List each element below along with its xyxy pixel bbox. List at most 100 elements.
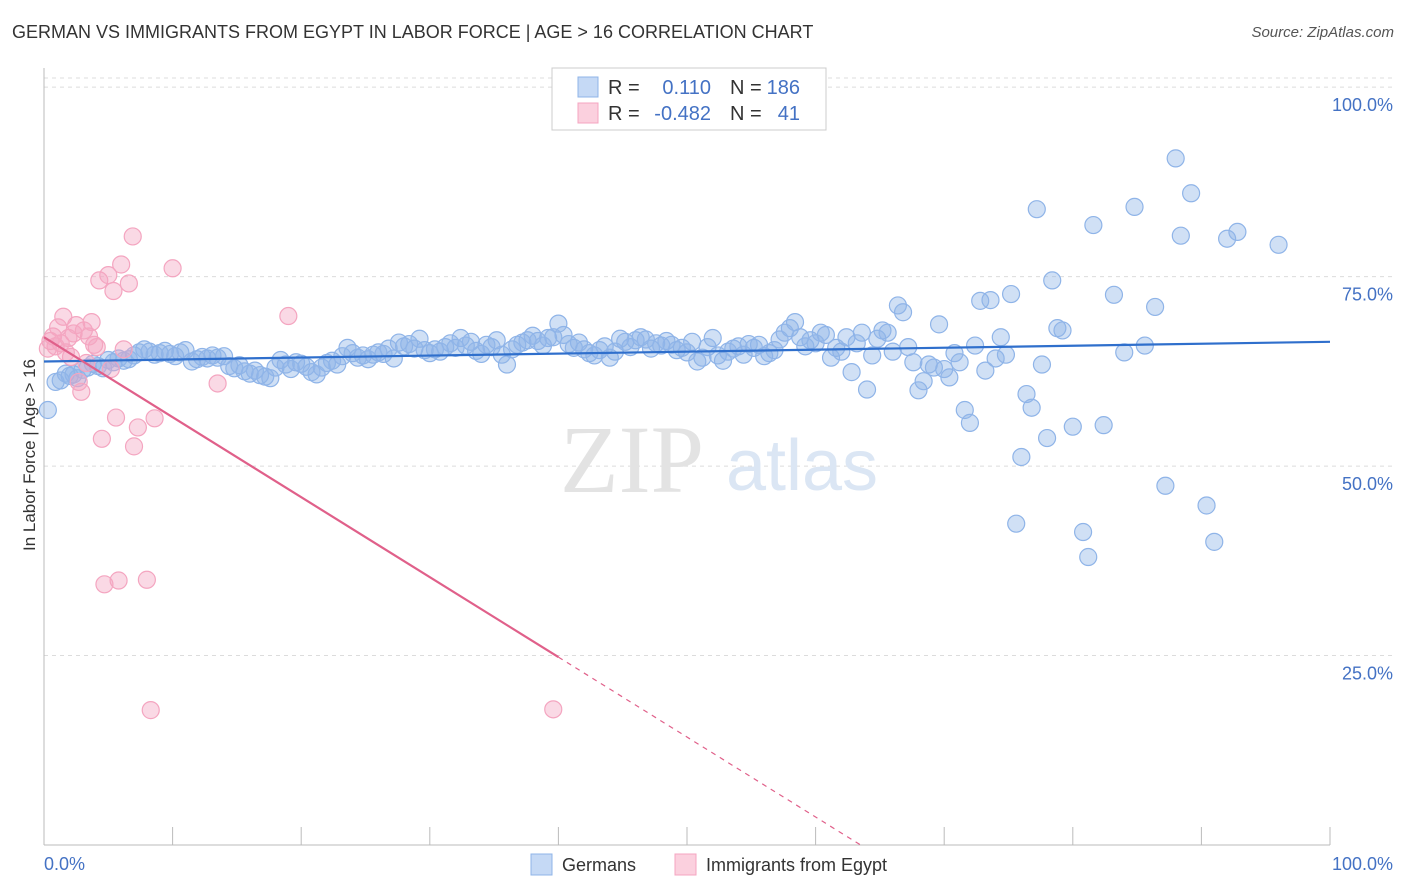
point-germans [636, 330, 655, 349]
trendline-egypt [43, 336, 559, 659]
point-egypt [163, 259, 182, 278]
point-germans [1073, 522, 1093, 542]
y-tick-label: 25.0% [1342, 664, 1393, 684]
legend-bottom-swatch-egypt [674, 853, 697, 876]
axes [43, 68, 1331, 846]
point-germans [585, 346, 604, 365]
point-germans [38, 400, 57, 420]
point-egypt [54, 307, 73, 326]
point-germans [1228, 222, 1247, 242]
series-egypt-points [38, 227, 563, 720]
legend-r-egypt: -0.482 [654, 103, 711, 125]
watermark: ZIP atlas [560, 406, 878, 513]
trendline-egypt-extension [558, 656, 861, 846]
legend-n-egypt: 41 [778, 103, 800, 125]
point-germans [1079, 547, 1098, 567]
point-germans [1084, 215, 1103, 235]
y-axis-label: In Labor Force | Age > 16 [20, 359, 39, 551]
point-germans [852, 323, 871, 342]
point-germans [950, 353, 969, 372]
point-germans [487, 331, 506, 350]
point-germans [549, 314, 568, 333]
point-germans [1125, 197, 1144, 216]
point-germans [1063, 417, 1082, 436]
legend-bottom-egypt: Immigrants from Egypt [706, 855, 887, 875]
point-germans [595, 337, 614, 356]
point-germans [791, 328, 810, 347]
point-germans [1017, 384, 1036, 404]
legend-top: R = 0.110 N = 186 R = -0.482 N = 41 [551, 67, 827, 131]
point-germans [1053, 321, 1072, 340]
point-germans [1205, 532, 1224, 551]
point-germans [539, 328, 558, 348]
legend-n-germans: 186 [767, 77, 800, 99]
point-germans [1104, 285, 1124, 304]
point-germans [755, 347, 774, 366]
y-tick-labels: 25.0% 50.0% 75.0% 100.0% [1332, 95, 1393, 683]
point-germans [1001, 284, 1021, 304]
point-germans [1197, 496, 1216, 515]
legend-r-label-egypt: R = [608, 103, 640, 125]
point-egypt [124, 437, 144, 456]
point-germans [1182, 184, 1201, 203]
point-germans [497, 355, 517, 374]
point-egypt [85, 335, 104, 354]
point-germans [415, 341, 434, 360]
point-germans [1032, 355, 1052, 374]
point-germans [1115, 343, 1134, 362]
watermark-atlas: atlas [726, 426, 878, 506]
series-germans-points [38, 149, 1288, 567]
legend-bottom-swatch-germans [530, 853, 553, 876]
x-tick-right: 100.0% [1332, 854, 1393, 874]
point-germans [1269, 235, 1288, 254]
point-germans [847, 334, 866, 353]
point-egypt [279, 306, 298, 326]
trendline-germans [43, 340, 1331, 363]
point-germans [986, 349, 1005, 368]
point-germans [878, 323, 897, 342]
legend-bottom: Germans Immigrants from Egypt [530, 853, 887, 876]
point-germans [1156, 476, 1175, 495]
point-germans [410, 329, 429, 348]
point-germans [1007, 514, 1026, 533]
point-germans [1146, 297, 1165, 317]
x-tick-left: 0.0% [44, 854, 85, 874]
point-egypt [145, 409, 164, 428]
point-germans [940, 368, 959, 387]
point-germans [214, 347, 234, 366]
point-egypt [72, 382, 91, 401]
legend-swatch-egypt [577, 102, 599, 124]
trend-lines [43, 336, 1331, 846]
legend-bottom-germans: Germans [562, 855, 636, 875]
point-egypt [106, 408, 126, 427]
point-germans [683, 332, 702, 351]
point-egypt [95, 575, 114, 594]
point-germans [971, 291, 990, 310]
point-germans [1027, 200, 1046, 219]
point-germans [662, 335, 681, 354]
point-germans [713, 351, 733, 370]
point-germans [1218, 229, 1237, 248]
point-germans [842, 363, 861, 382]
point-germans [945, 344, 964, 363]
point-germans [909, 381, 928, 400]
point-germans [374, 344, 393, 364]
point-germans [991, 328, 1010, 347]
legend-r-label-germans: R = [608, 77, 640, 99]
point-egypt [92, 429, 111, 448]
point-egypt [137, 570, 156, 589]
point-germans [904, 353, 923, 372]
point-germans [914, 372, 933, 391]
point-germans [863, 346, 882, 365]
point-germans [785, 312, 805, 332]
watermark-zip: ZIP [560, 406, 704, 513]
point-egypt [208, 374, 227, 393]
point-egypt [141, 701, 160, 720]
point-germans [693, 348, 712, 367]
y-tick-label: 100.0% [1332, 95, 1393, 115]
chart-title: GERMAN VS IMMIGRANTS FROM EGYPT IN LABOR… [12, 22, 814, 42]
point-germans [1022, 398, 1041, 417]
point-egypt [128, 418, 147, 437]
point-germans [1094, 416, 1113, 435]
